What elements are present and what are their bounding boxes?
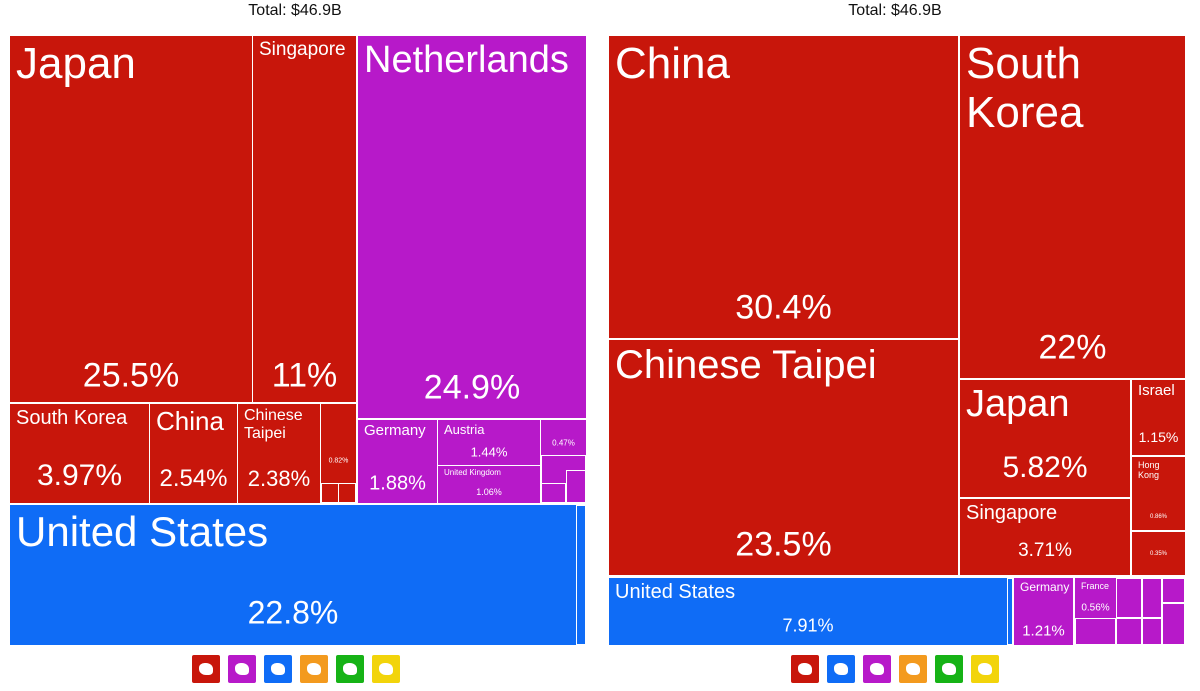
- tile-label: Hong Kong: [1138, 460, 1160, 481]
- treemap-tile: Austria 1.44%: [438, 420, 540, 465]
- minor-tile: [576, 505, 586, 645]
- treemap-tile: South Korea 3.97%: [10, 404, 149, 503]
- value-label: 24.9%: [423, 368, 521, 407]
- tile-label: Singapore: [966, 502, 1058, 524]
- value-label: 1.06%: [476, 487, 502, 497]
- treemap-tile: United States 7.91%: [609, 578, 1007, 645]
- minor-tile: [1142, 578, 1162, 618]
- treemap-tile: Germany 1.21%: [1014, 578, 1073, 645]
- tile-label: United States: [615, 581, 736, 603]
- tile-label: Japan: [966, 383, 1070, 425]
- tile-label: United States: [16, 508, 269, 555]
- value-label: 0.35%: [1149, 551, 1167, 557]
- value-label: 3.71%: [1018, 540, 1072, 561]
- value-label: 1.15%: [1138, 429, 1179, 445]
- region-icon[interactable]: [372, 655, 400, 683]
- treemap-tile: United States 22.8%: [10, 505, 576, 645]
- treemap-tile: Chinese Taipei 2.38%: [238, 404, 320, 503]
- minor-tile: [1162, 578, 1185, 603]
- value-label: 23.5%: [735, 525, 832, 564]
- treemap-tile: 0.47%: [541, 420, 586, 455]
- treemap-tile: Singapore 3.71%: [960, 499, 1130, 575]
- tile-label: China: [615, 39, 730, 88]
- value-label: 5.82%: [1002, 451, 1088, 484]
- region-icon[interactable]: [791, 655, 819, 683]
- tile-label: South Korea: [16, 407, 128, 429]
- region-icon[interactable]: [935, 655, 963, 683]
- treemap-tile: France 0.56%: [1075, 578, 1116, 618]
- region-icon[interactable]: [971, 655, 999, 683]
- tile-label: Japan: [16, 39, 136, 88]
- treemap-tile: South Korea 22%: [960, 36, 1185, 378]
- tile-label: France: [1081, 581, 1110, 591]
- minor-tile: [1116, 618, 1142, 645]
- value-label: 3.97%: [36, 459, 123, 492]
- region-icon[interactable]: [300, 655, 328, 683]
- value-label: 1.88%: [369, 472, 426, 495]
- value-label: 0.56%: [1081, 602, 1110, 614]
- value-label: 2.38%: [247, 466, 311, 491]
- value-label: 22.8%: [247, 594, 339, 631]
- treemap-tile: Singapore 11%: [253, 36, 356, 402]
- minor-tile: [1162, 603, 1185, 645]
- region-icon[interactable]: [827, 655, 855, 683]
- chart-title: Total: $46.9B: [848, 2, 942, 19]
- treemap-tile: Japan 5.82%: [960, 380, 1130, 497]
- treemap-tile: Japan 25.5%: [10, 36, 252, 402]
- minor-tile: [1075, 618, 1116, 645]
- treemap-tile: China 2.54%: [150, 404, 237, 503]
- tile-label: Chinese Taipei: [244, 407, 303, 442]
- value-label: 0.86%: [1149, 514, 1167, 520]
- tile-label: Austria: [444, 422, 485, 437]
- tile-label: China: [156, 406, 224, 436]
- region-icon[interactable]: [336, 655, 364, 683]
- region-icon[interactable]: [192, 655, 220, 683]
- minor-tile: [338, 483, 356, 503]
- region-icon[interactable]: [228, 655, 256, 683]
- minor-tile: [541, 483, 566, 503]
- treemap-tile: Israel 1.15%: [1132, 380, 1185, 455]
- minor-tile: [566, 470, 586, 503]
- value-label: 25.5%: [82, 356, 180, 395]
- region-icon[interactable]: [863, 655, 891, 683]
- value-label: 11%: [271, 356, 338, 395]
- value-label: 1.44%: [470, 444, 508, 460]
- treemap-tile: Chinese Taipei 23.5%: [609, 340, 958, 575]
- treemap-tile: Germany 1.88%: [358, 420, 437, 503]
- value-label: 2.54%: [159, 465, 228, 492]
- treemap-tile: 0.82%: [321, 404, 356, 483]
- minor-tile: [1007, 578, 1013, 645]
- value-label: 30.4%: [735, 288, 832, 327]
- treemap-tile: Netherlands 24.9%: [358, 36, 586, 418]
- tile-label: Singapore: [259, 39, 346, 60]
- minor-tile: [1142, 618, 1162, 645]
- value-label: 7.91%: [782, 615, 834, 636]
- treemap-tile: China 30.4%: [609, 36, 958, 338]
- tile-label: South Korea: [966, 39, 1084, 138]
- region-icon[interactable]: [264, 655, 292, 683]
- minor-tile: [1116, 578, 1142, 618]
- tile-label: Germany: [1020, 580, 1070, 594]
- tile-label: Chinese Taipei: [615, 343, 877, 387]
- treemap-tile: Hong Kong 0.86%: [1132, 457, 1185, 530]
- value-label: 0.47%: [552, 438, 575, 448]
- region-icon[interactable]: [899, 655, 927, 683]
- treemap-tile: 0.35%: [1132, 532, 1185, 575]
- treemap-tile: United Kingdom 1.06%: [438, 466, 540, 503]
- value-label: 0.82%: [328, 457, 349, 465]
- value-label: 22%: [1038, 328, 1107, 367]
- value-label: 1.21%: [1022, 622, 1065, 640]
- tile-label: Israel: [1138, 382, 1175, 399]
- chart-title: Total: $46.9B: [248, 2, 342, 19]
- tile-label: United Kingdom: [444, 468, 501, 477]
- tile-label: Germany: [364, 422, 426, 439]
- tile-label: Netherlands: [364, 39, 569, 81]
